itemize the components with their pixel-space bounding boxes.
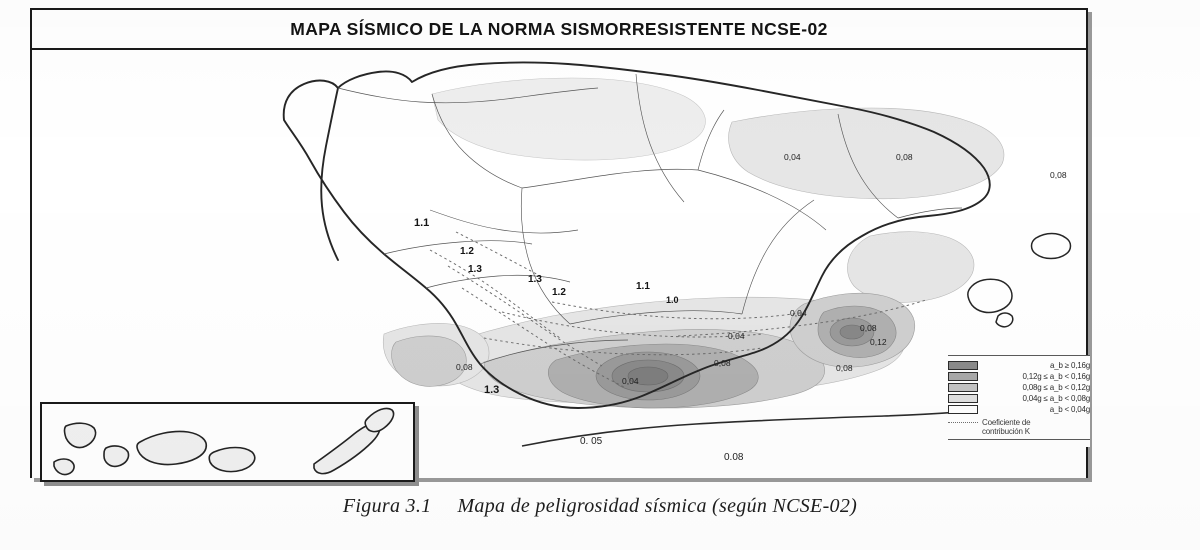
caption-text: Mapa de peligrosidad sísmica (según NCSE… bbox=[457, 495, 858, 517]
contour-label: 0,08 bbox=[1050, 170, 1067, 180]
legend-k-line1: Coeficiente de bbox=[982, 417, 1031, 427]
gran-canaria-outline bbox=[208, 446, 256, 473]
contour-label: 0,04 bbox=[784, 152, 801, 162]
el-hierro-outline bbox=[53, 458, 75, 476]
map-title: MAPA SÍSMICO DE LA NORMA SISMORRESISTENT… bbox=[290, 18, 828, 39]
legend-rows: a_b ≥ 0,16g 0,12g ≤ a_b < 0,16g 0,08g ≤ … bbox=[948, 356, 1090, 437]
contour-label: 0,08 bbox=[836, 363, 853, 373]
menorca-outline bbox=[1030, 232, 1072, 260]
k-coefficient-lines bbox=[429, 231, 927, 389]
title-bar: MAPA SÍSMICO DE LA NORMA SISMORRESISTENT… bbox=[32, 10, 1086, 50]
legend-k-text: Coeficiente de contribución K bbox=[982, 417, 1031, 437]
figure-caption: Figura 3.1 Mapa de peligrosidad sísmica (… bbox=[0, 495, 1200, 518]
legend-swatch bbox=[948, 361, 978, 370]
iberian-coastline bbox=[282, 61, 991, 409]
contour-label: 0,04 bbox=[622, 376, 639, 386]
figure-frame: MAPA SÍSMICO DE LA NORMA SISMORRESISTENT… bbox=[30, 8, 1090, 486]
legend-item: a_b < 0,04g bbox=[948, 404, 1090, 415]
k-label: 1.0 bbox=[666, 295, 679, 305]
k-label: 1.3 bbox=[468, 264, 482, 275]
legend-bottom-rule bbox=[948, 438, 1090, 440]
k-label: 1.3 bbox=[484, 384, 499, 396]
legend-top-rule bbox=[948, 355, 1090, 356]
lanzarote-outline bbox=[364, 407, 395, 433]
legend-item: a_b ≥ 0,16g bbox=[948, 360, 1090, 371]
k-label: 1.2 bbox=[552, 287, 566, 298]
k-label: 1.1 bbox=[414, 217, 429, 229]
canary-islands-map bbox=[53, 407, 395, 476]
legend-item: 0,08g ≤ a_b < 0,12g bbox=[948, 382, 1090, 393]
canary-islands-inset bbox=[40, 402, 415, 482]
administrative-boundaries bbox=[337, 73, 963, 365]
contour-label: 0,08 bbox=[860, 323, 877, 333]
contour-label: 0,04 bbox=[790, 308, 807, 318]
legend-k-line2: contribución K bbox=[982, 427, 1030, 436]
k-label: 1.2 bbox=[460, 246, 474, 257]
legend-item-label: 0,08g ≤ a_b < 0,12g bbox=[1022, 382, 1090, 392]
la-gomera-outline bbox=[103, 445, 130, 468]
k-label: 1.3 bbox=[528, 274, 542, 285]
legend-swatch bbox=[948, 405, 978, 414]
k-label: 1.1 bbox=[636, 281, 650, 292]
legend-item-label: a_b ≥ 0,16g bbox=[1049, 360, 1090, 370]
contour-label: 0. 05 bbox=[580, 436, 603, 447]
fuerteventura-outline bbox=[313, 422, 381, 475]
legend-item-label: a_b < 0,04g bbox=[1049, 404, 1090, 414]
legend-k-entry: Coeficiente de contribución K bbox=[948, 418, 1090, 437]
contour-label: 0,08 bbox=[456, 362, 473, 372]
contour-label-group: 0,04 0,08 0,08 0,08 0. 05 0.08 0,04 0,08… bbox=[456, 152, 1067, 463]
legend-item: 0,12g ≤ a_b < 0,16g bbox=[948, 371, 1090, 382]
contour-label: 0,08 bbox=[714, 358, 731, 368]
cabrera-outline bbox=[995, 312, 1014, 328]
contour-label: 0.08 bbox=[724, 452, 744, 463]
legend-item: 0,04g ≤ a_b < 0,08g bbox=[948, 393, 1090, 404]
legend-item-label: 0,12g ≤ a_b < 0,16g bbox=[1022, 371, 1090, 381]
contour-label: 0,04 bbox=[728, 331, 745, 341]
map-legend: a_b ≥ 0,16g 0,12g ≤ a_b < 0,16g 0,08g ≤ … bbox=[948, 355, 1090, 447]
contour-label: 0,12 bbox=[870, 337, 887, 347]
legend-item-label: 0,04g ≤ a_b < 0,08g bbox=[1022, 393, 1090, 403]
k-line-symbol bbox=[948, 418, 978, 426]
mallorca-outline bbox=[967, 278, 1013, 314]
legend-swatch bbox=[948, 383, 978, 392]
la-palma-outline bbox=[63, 422, 97, 449]
legend-swatch bbox=[948, 394, 978, 403]
hazard-band-above-0.16 bbox=[595, 317, 875, 401]
balearic-islands bbox=[967, 232, 1072, 328]
caption-label: Figura 3.1 bbox=[342, 495, 432, 517]
tenerife-outline bbox=[136, 430, 208, 466]
contour-label: 0,08 bbox=[896, 152, 913, 162]
legend-swatch bbox=[948, 372, 978, 381]
seismic-hazard-map: 0,04 0,08 0,08 0,08 0. 05 0.08 0,04 0,08… bbox=[32, 50, 1086, 478]
k-label-group: 1.1 1.2 1.3 1.1 1.2 1.3 1.0 1.3 bbox=[414, 217, 679, 396]
map-viewport: 0,04 0,08 0,08 0,08 0. 05 0.08 0,04 0,08… bbox=[32, 50, 1086, 478]
